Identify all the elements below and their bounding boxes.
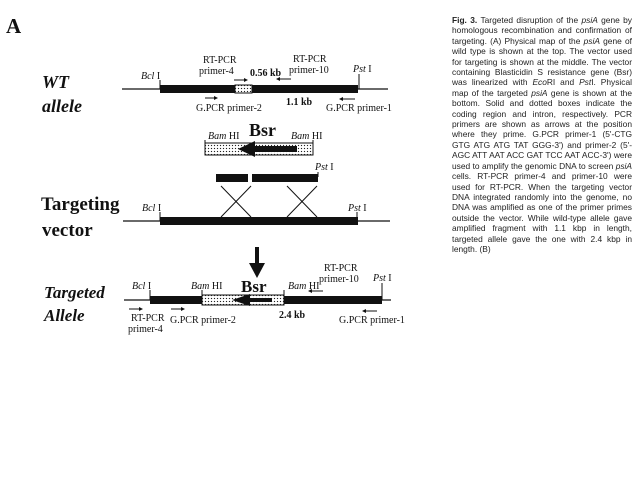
caption-title: Fig. 3. <box>452 15 478 25</box>
targeted-right-coding <box>284 296 382 304</box>
cassette-bam-right: Bam HI <box>291 131 322 142</box>
wt-pst-site: Pst I <box>352 64 372 75</box>
targeted-bcl-site: Bcl I <box>132 281 151 292</box>
wt-subtitle: allele <box>42 96 82 116</box>
vector-pst-top: Pst I <box>314 162 334 173</box>
wt-size-11: 1.1 kb <box>286 97 313 108</box>
targeted-gpcr-primer1-label: G.PCR primer-1 <box>339 315 405 326</box>
vector-right-arm <box>252 174 318 182</box>
figure-caption: Fig. 3. Targeted disruption of the psiA … <box>452 15 632 254</box>
targeted-bsr-arrow <box>232 294 272 306</box>
targeted-bam-right: Bam HI <box>288 281 319 292</box>
wt-title: WT <box>42 72 70 92</box>
wt-intron <box>234 84 253 94</box>
crossover-right-b <box>286 185 318 218</box>
wt-rtpcr-primer10-label: RT-PCR primer-10 <box>289 54 329 76</box>
wt-gpcr-primer1-label: G.PCR primer-1 <box>326 103 392 114</box>
recombination-arrow <box>249 247 265 278</box>
bsr-cassette: Bam HI Bsr Bam HI <box>204 120 322 157</box>
targeted-bsr-label: Bsr <box>241 277 267 296</box>
wt-size-056: 0.56 kb <box>250 68 282 79</box>
wt-allele-map: WT allele Bcl I Pst I RT-PCR primer-4 0.… <box>42 54 392 116</box>
panel-letter: A <box>6 14 22 38</box>
vector-bcl-site: Bcl I <box>142 203 161 214</box>
bsr-arrow <box>238 141 297 157</box>
cassette-bsr-label: Bsr <box>249 120 276 140</box>
crossover-left-b <box>220 185 252 218</box>
targeted-pst-site: Pst I <box>372 273 392 284</box>
gene-map-figure: WT allele Bcl I Pst I RT-PCR primer-4 0.… <box>41 54 405 335</box>
wt-rtpcr-primer4-label: RT-PCR primer-4 <box>199 55 239 77</box>
targeted-left-coding <box>150 296 202 304</box>
vector-pst-site: Pst I <box>347 203 367 214</box>
vector-subtitle: vector <box>42 220 93 241</box>
wt-coding-region <box>160 85 358 93</box>
targeted-bam-left: Bam HI <box>191 281 222 292</box>
targeted-gpcr-primer2-label: G.PCR primer-2 <box>170 315 236 326</box>
targeted-allele-map: Targeted Allele Bcl I Bam HI Bsr Bam HI … <box>43 263 405 335</box>
wt-bcl-site: Bcl I <box>141 71 160 82</box>
targeting-vector-map: Targeting vector Pst I Bcl I Pst I <box>41 162 390 241</box>
vector-coding-region <box>160 217 358 225</box>
targeted-size-24: 2.4 kb <box>279 310 306 321</box>
targeted-rtpcr-primer10-label: RT-PCR primer-10 <box>319 263 360 285</box>
wt-gpcr-primer2-label: G.PCR primer-2 <box>196 103 262 114</box>
cassette-bam-left: Bam HI <box>208 131 239 142</box>
targeted-title: Targeted <box>44 283 105 302</box>
vector-left-arm <box>216 174 248 182</box>
vector-title: Targeting <box>41 194 120 215</box>
targeted-subtitle: Allele <box>43 306 85 325</box>
targeted-rtpcr-primer4-label: RT-PCR primer-4 <box>128 313 167 335</box>
